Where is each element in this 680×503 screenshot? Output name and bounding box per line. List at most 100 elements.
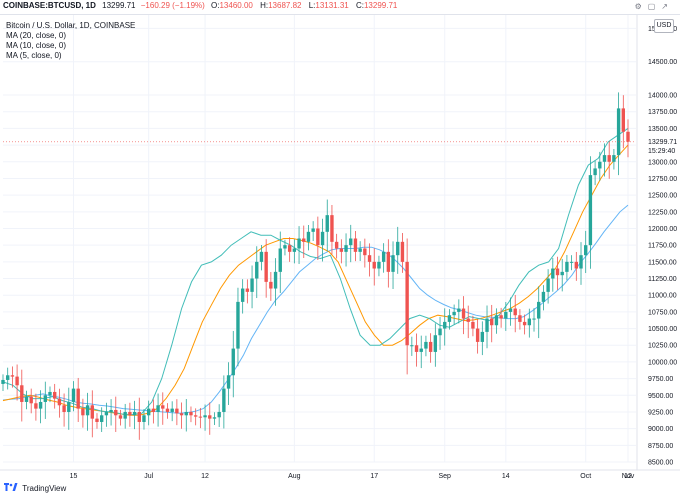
candle-body: [128, 411, 132, 416]
candle-body: [146, 408, 151, 416]
candle-body: [551, 268, 555, 279]
price-tick-label: 8500.00: [648, 460, 673, 467]
candle-body: [114, 409, 118, 416]
candle-body: [330, 215, 334, 242]
candle-body: [513, 308, 517, 316]
candle-body: [574, 261, 578, 269]
candle-body: [43, 395, 47, 402]
price-tick-label: 14000.00: [648, 93, 677, 100]
candle-body: [208, 415, 212, 419]
legend-ma10[interactable]: MA (10, close, 0): [6, 41, 67, 50]
candle-body: [555, 268, 560, 276]
candle-body: [602, 155, 607, 162]
chart-legend: Bitcoin / U.S. Dollar, 1D, COINBASE MA (…: [6, 21, 135, 61]
candle-body: [537, 301, 541, 319]
candle-body: [38, 401, 43, 409]
candle-body: [447, 315, 452, 322]
candle-body: [95, 418, 99, 422]
candle-body: [400, 241, 405, 262]
symbol-name[interactable]: COINBASE:BTCUSD, 1D: [3, 1, 96, 10]
candle-body: [278, 248, 282, 272]
footer-brand[interactable]: TradingView: [22, 484, 67, 493]
legend-ma5[interactable]: MA (5, close, 0): [6, 51, 62, 60]
candle-body: [109, 409, 113, 412]
candle-body: [522, 321, 527, 326]
candle-body: [471, 321, 475, 329]
ohlc-info: COINBASE:BTCUSD, 1D 13299.71 −160.29 (−1…: [3, 1, 402, 10]
price-tick-label: 11000.00: [648, 293, 677, 300]
candle-body: [269, 281, 273, 289]
candle-body: [175, 408, 179, 414]
candle-body: [231, 348, 235, 376]
candle-body: [367, 255, 372, 262]
settings-icon[interactable]: ⚙: [634, 2, 648, 11]
candle-body: [438, 328, 442, 336]
open-label: O:: [211, 1, 220, 10]
candle-body: [6, 375, 10, 380]
candle-body: [485, 318, 489, 332]
candle-body: [320, 231, 325, 246]
share-icon[interactable]: ↗: [661, 2, 674, 11]
candle-body: [612, 155, 616, 162]
price-tick-label: 14500.00: [648, 59, 677, 66]
candle-body: [560, 271, 564, 276]
candle-body: [71, 388, 76, 402]
candle-body: [292, 248, 297, 252]
candle-body: [569, 261, 574, 263]
toolbar-icons: ⚙▢↗: [635, 2, 674, 11]
candle-body: [616, 108, 621, 156]
close-label: C:: [355, 1, 364, 10]
candle-body: [428, 341, 433, 352]
candle-body: [414, 345, 419, 352]
open-value: 13460.00: [219, 1, 253, 10]
candle-body: [250, 278, 254, 292]
candle-body: [334, 241, 339, 249]
price-axis: 15000.0014500.0014000.0013750.0013500.00…: [636, 15, 677, 470]
low-value: 13131.31: [315, 1, 349, 10]
candle-body: [443, 321, 447, 329]
candle-body: [480, 331, 485, 342]
price-tick-label: 11500.00: [648, 259, 677, 266]
candle-body: [137, 411, 141, 422]
candle-body: [466, 318, 470, 322]
candle-body: [311, 228, 315, 232]
price-tick-label: 9750.00: [648, 376, 673, 383]
candle-body: [386, 251, 391, 272]
legend-title: Bitcoin / U.S. Dollar, 1D, COINBASE: [6, 21, 136, 30]
candle-body: [283, 245, 287, 249]
candle-body: [541, 291, 546, 302]
candle-body: [297, 238, 301, 249]
candle-body: [240, 288, 245, 302]
last-price: 13299.71: [102, 1, 136, 10]
candle-body: [396, 241, 400, 256]
candle-body: [226, 375, 231, 389]
price-tick-label: 11750.00: [648, 243, 677, 250]
price-tick-label: 12500.00: [648, 193, 677, 200]
candle-body: [104, 411, 109, 416]
candle-body: [57, 398, 62, 406]
price-tick-label: 10000.00: [648, 359, 677, 366]
legend-ma20[interactable]: MA (20, close, 0): [6, 31, 67, 40]
candle-body: [189, 411, 193, 416]
candle-body: [236, 301, 240, 349]
candle-body: [518, 315, 522, 322]
price-tick-label: 10250.00: [648, 343, 677, 350]
candle-body: [433, 335, 438, 352]
snapshot-icon[interactable]: ▢: [647, 2, 662, 11]
candle-body: [20, 385, 24, 402]
candle-body: [142, 415, 146, 422]
candle-body: [527, 318, 532, 326]
time-tick-label: 12: [624, 473, 632, 480]
time-tick-label: 12: [201, 473, 209, 480]
candle-body: [344, 245, 348, 252]
candle-body: [245, 288, 250, 292]
ma20-line: [2, 204, 629, 414]
time-tick-label: Sep: [438, 473, 451, 480]
currency-badge[interactable]: USD: [654, 19, 674, 33]
candle-body: [452, 311, 456, 316]
ma5-line: [2, 127, 629, 416]
candle-body: [504, 311, 508, 319]
price-tick-label: 12000.00: [648, 226, 677, 233]
